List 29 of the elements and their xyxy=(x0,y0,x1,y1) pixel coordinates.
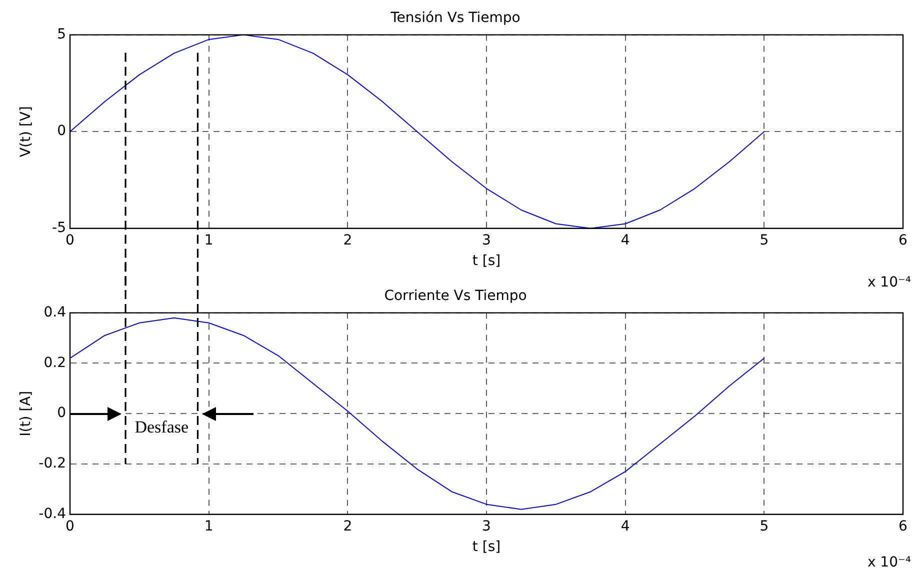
x-tick-label: 2 xyxy=(343,518,352,534)
x-tick-label: 5 xyxy=(760,232,769,248)
x-tick-label: 2 xyxy=(343,232,352,248)
y-tick-label: 5 xyxy=(57,26,66,42)
x-tick-label: 6 xyxy=(898,518,908,534)
annotation: Desfase xyxy=(134,418,189,437)
x-axis-title: t [s] xyxy=(472,539,501,556)
y-tick-label: 0 xyxy=(57,123,66,140)
x-axis-title: t [s] xyxy=(472,253,501,270)
y-tick-label: 0 xyxy=(57,405,66,422)
chart-title: Tensión Vs Tiempo xyxy=(390,10,520,26)
y-tick-label: 0.2 xyxy=(44,354,66,371)
y-tick-label: -0.4 xyxy=(38,506,66,522)
y-tick-label: -5 xyxy=(52,220,66,236)
text: x 10⁻⁴ xyxy=(867,274,912,291)
x-tick-label: 3 xyxy=(482,518,491,534)
y-tick-label: 0.4 xyxy=(44,304,66,320)
x-tick-label: 3 xyxy=(482,232,491,248)
x-tick-label: 4 xyxy=(620,232,630,248)
x-tick-label: 1 xyxy=(204,232,214,248)
text: x 10⁻⁴ xyxy=(867,554,912,571)
y-axis-title: V(t) [V] xyxy=(18,106,34,158)
chart-title: Corriente Vs Tiempo xyxy=(384,288,527,304)
x-tick-label: 1 xyxy=(204,518,214,534)
x-tick-label: 5 xyxy=(760,518,769,534)
x-tick-label: 4 xyxy=(620,518,630,534)
x-tick-label: 6 xyxy=(898,232,908,248)
y-axis-title: I(t) [A] xyxy=(18,390,34,436)
y-tick-label: -0.2 xyxy=(38,456,66,472)
